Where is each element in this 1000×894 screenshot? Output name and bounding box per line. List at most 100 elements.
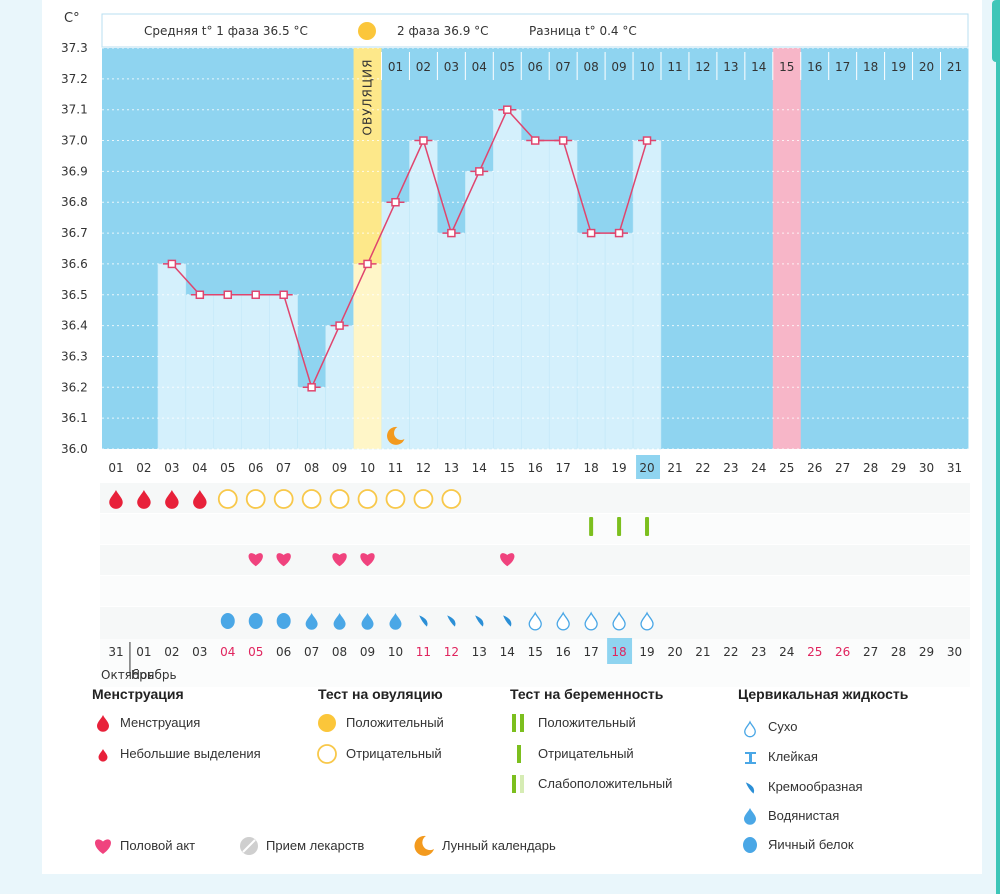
legend-pregnancy-weak-bar2 bbox=[520, 775, 524, 793]
legend-pregnancy-weak-bar1 bbox=[512, 775, 516, 793]
y-tick-label: 37.0 bbox=[61, 134, 88, 148]
calendar-date: 27 bbox=[863, 645, 878, 659]
phase2-day-number: 15 bbox=[779, 60, 794, 74]
y-tick-label: 37.2 bbox=[61, 72, 88, 86]
legend-menstruation-icon bbox=[97, 715, 109, 732]
temperature-point bbox=[419, 136, 428, 145]
intercourse-heart bbox=[332, 553, 347, 567]
cycle-day-label: 31 bbox=[947, 461, 962, 475]
legend-ovulation-negative-icon bbox=[317, 744, 337, 764]
cycle-day-label: 01 bbox=[108, 461, 123, 475]
temperature-point bbox=[642, 136, 652, 145]
temperature-point bbox=[251, 290, 260, 300]
legend-cervical-sticky-icon bbox=[745, 752, 756, 764]
legend-intercourse-icon bbox=[95, 839, 111, 854]
cycle-day-label: 09 bbox=[332, 461, 347, 475]
cycle-day-label: 17 bbox=[556, 461, 571, 475]
phase2-day-number: 08 bbox=[583, 60, 598, 74]
temperature-point bbox=[614, 228, 624, 238]
temperature-bar bbox=[241, 294, 270, 450]
cervical-watery-icon bbox=[389, 613, 402, 630]
current-day-highlight bbox=[636, 455, 660, 479]
cycle-day-label: 12 bbox=[416, 461, 431, 475]
header-unit: C° bbox=[64, 11, 80, 26]
cervical-watery-icon bbox=[305, 613, 318, 630]
calendar-date: 22 bbox=[723, 645, 738, 659]
legend-pregnancy-negative-bar bbox=[517, 745, 521, 763]
cervical-creamy-icon bbox=[475, 615, 484, 627]
marker-row-band bbox=[100, 639, 970, 687]
chart-header: C° Средняя t° 1 фаза 36.5 °C 2 фаза 36.9… bbox=[64, 11, 969, 48]
phase2-day-number: 16 bbox=[807, 60, 822, 74]
page-right-edge bbox=[996, 0, 1000, 894]
month-right-label: Ноябрь bbox=[131, 668, 177, 682]
temperature-line-layer bbox=[162, 105, 657, 445]
temperature-point bbox=[223, 290, 233, 300]
cycle-day-label: 04 bbox=[192, 461, 207, 475]
phase2-day-number: 05 bbox=[500, 60, 515, 74]
calendar-date: 10 bbox=[388, 645, 403, 659]
cervical-watery-icon bbox=[333, 613, 346, 630]
phase2-day-number: 09 bbox=[611, 60, 626, 74]
side-tab[interactable] bbox=[992, 0, 1000, 62]
y-tick-label: 36.9 bbox=[61, 164, 88, 178]
legend-cervical-dry-icon bbox=[744, 720, 756, 738]
phase2-day-number: 07 bbox=[556, 60, 571, 74]
temperature-point bbox=[279, 290, 288, 300]
calendar-date: 03 bbox=[192, 645, 207, 659]
y-tick-label: 36.8 bbox=[61, 195, 88, 209]
cycle-day-label: 27 bbox=[835, 461, 850, 475]
legend-spotting-icon bbox=[98, 749, 108, 762]
temperature-bar bbox=[521, 140, 550, 450]
ovulation-test-negative bbox=[329, 489, 350, 509]
temperature-point bbox=[363, 259, 372, 269]
marker-row-band bbox=[100, 576, 970, 606]
cycle-day-label: 26 bbox=[807, 461, 822, 475]
cycle-day-label: 08 bbox=[304, 461, 319, 475]
temperature-bar bbox=[493, 109, 522, 450]
highlight-day-column bbox=[772, 48, 801, 449]
temperature-point bbox=[447, 228, 456, 238]
pregnancy-test-negative bbox=[589, 517, 594, 536]
temperature-bar bbox=[213, 294, 243, 450]
calendar-date: 04 bbox=[220, 645, 235, 659]
temperature-point bbox=[391, 197, 400, 207]
legend-cervical-watery-icon bbox=[744, 808, 756, 825]
temperature-point bbox=[503, 105, 512, 114]
month-left-label: Октябрь bbox=[101, 668, 154, 682]
phase2-day-number: 13 bbox=[723, 60, 738, 74]
phase2-day-number: 20 bbox=[919, 60, 934, 74]
header-difference: Разница t° 0.4 °C bbox=[529, 24, 637, 38]
temperature-bar bbox=[576, 232, 606, 450]
calendar-date: 28 bbox=[891, 645, 906, 659]
phase2-day-number: 11 bbox=[667, 60, 682, 74]
calendar-date: 19 bbox=[639, 645, 654, 659]
menstruation-drop bbox=[137, 490, 151, 509]
ovulation-test-negative bbox=[413, 489, 434, 509]
y-tick-label: 36.2 bbox=[61, 380, 88, 394]
pregnancy-test-negative bbox=[617, 517, 622, 536]
axes-layer: 01 02 03 04 05 06 07 08 09 10 11 12 13 14 15 16 17 18 19 20… bbox=[61, 41, 969, 479]
legend-moon-icon bbox=[414, 835, 434, 856]
intercourse-heart bbox=[248, 553, 263, 567]
cycle-day-label: 03 bbox=[164, 461, 179, 475]
legend-pregnancy-positive-bar2 bbox=[520, 714, 524, 732]
calendar-date: 12 bbox=[444, 645, 459, 659]
cervical-dry-icon bbox=[640, 611, 654, 631]
marker-row-band bbox=[100, 514, 970, 544]
temperature-bar bbox=[297, 387, 326, 450]
header-phase2: 2 фаза 36.9 °C bbox=[397, 24, 489, 38]
y-tick-label: 37.3 bbox=[61, 41, 88, 55]
ovulation-test-negative bbox=[217, 489, 238, 509]
temperature-bar bbox=[437, 232, 466, 450]
phase2-day-number: 04 bbox=[472, 60, 487, 74]
marker-row-band bbox=[100, 545, 970, 575]
phase2-highlight-cell bbox=[772, 50, 801, 82]
temperature-bar bbox=[604, 232, 634, 450]
pregnancy-test-negative bbox=[645, 517, 650, 536]
temperature-point bbox=[475, 167, 484, 176]
calendar-date: 02 bbox=[164, 645, 179, 659]
temperature-point bbox=[335, 321, 344, 330]
calendar-date: 16 bbox=[556, 645, 571, 659]
